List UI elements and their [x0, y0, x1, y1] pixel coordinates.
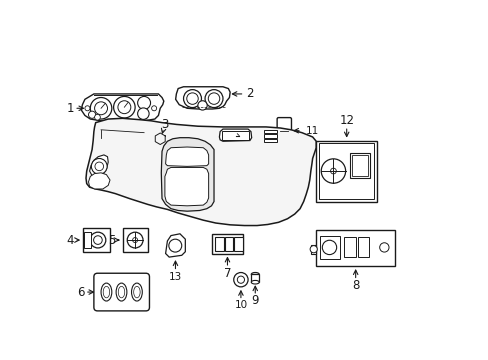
Text: 1: 1 — [67, 102, 74, 115]
Circle shape — [204, 90, 223, 108]
Bar — [224, 237, 233, 251]
Circle shape — [94, 114, 100, 120]
Polygon shape — [165, 147, 208, 166]
Text: 6: 6 — [78, 285, 85, 298]
Text: 4: 4 — [67, 234, 74, 247]
Circle shape — [322, 240, 336, 255]
Text: 3: 3 — [161, 118, 168, 131]
Bar — [233, 237, 242, 251]
Bar — [83, 228, 110, 252]
Bar — [264, 130, 276, 134]
Polygon shape — [164, 167, 208, 206]
Circle shape — [168, 239, 182, 252]
Bar — [316, 230, 394, 266]
Circle shape — [186, 93, 198, 104]
Circle shape — [94, 102, 107, 115]
Bar — [357, 237, 368, 257]
Bar — [122, 228, 147, 252]
Circle shape — [137, 108, 149, 120]
Circle shape — [208, 93, 219, 104]
Circle shape — [90, 232, 105, 248]
Circle shape — [183, 90, 201, 108]
Circle shape — [88, 111, 96, 118]
FancyBboxPatch shape — [94, 273, 149, 311]
Bar — [84, 232, 91, 248]
Bar — [344, 237, 355, 257]
Circle shape — [137, 96, 150, 109]
Circle shape — [155, 134, 164, 143]
Polygon shape — [86, 118, 316, 226]
Bar — [319, 235, 339, 259]
Text: 7: 7 — [223, 267, 231, 280]
Polygon shape — [81, 94, 163, 121]
Polygon shape — [161, 138, 214, 211]
FancyBboxPatch shape — [277, 118, 291, 144]
Circle shape — [95, 162, 103, 171]
Circle shape — [321, 159, 345, 183]
Ellipse shape — [251, 280, 259, 284]
Bar — [316, 140, 376, 202]
Circle shape — [151, 106, 156, 111]
Ellipse shape — [251, 273, 259, 276]
Circle shape — [91, 158, 107, 174]
Text: 13: 13 — [168, 272, 182, 282]
Text: 9: 9 — [251, 294, 259, 307]
Bar — [264, 134, 276, 138]
Circle shape — [113, 96, 135, 118]
Ellipse shape — [131, 283, 142, 301]
Circle shape — [233, 273, 247, 287]
Circle shape — [237, 276, 244, 283]
Circle shape — [330, 168, 336, 174]
Polygon shape — [310, 244, 316, 253]
Circle shape — [93, 236, 102, 244]
Circle shape — [85, 106, 90, 111]
Ellipse shape — [101, 283, 112, 301]
Bar — [319, 143, 373, 199]
Text: 11: 11 — [305, 126, 319, 136]
Circle shape — [379, 243, 388, 252]
Text: 12: 12 — [339, 114, 353, 127]
Circle shape — [309, 246, 317, 253]
Polygon shape — [219, 129, 251, 141]
Bar — [349, 153, 369, 178]
Bar — [212, 234, 242, 253]
Circle shape — [127, 232, 142, 248]
Text: 10: 10 — [234, 300, 247, 310]
Circle shape — [118, 101, 131, 114]
Circle shape — [90, 98, 112, 119]
Polygon shape — [88, 173, 110, 189]
Polygon shape — [89, 155, 108, 177]
Bar — [222, 131, 249, 140]
Circle shape — [158, 136, 163, 141]
Polygon shape — [175, 87, 230, 109]
Polygon shape — [165, 234, 185, 257]
Bar — [264, 139, 276, 142]
Bar — [251, 274, 259, 282]
Bar — [351, 155, 367, 176]
Ellipse shape — [116, 283, 126, 301]
Circle shape — [198, 101, 207, 110]
Text: 5: 5 — [108, 234, 115, 247]
Bar — [215, 237, 224, 251]
Text: 8: 8 — [351, 279, 359, 292]
Text: 2: 2 — [245, 87, 253, 100]
Circle shape — [132, 238, 137, 243]
